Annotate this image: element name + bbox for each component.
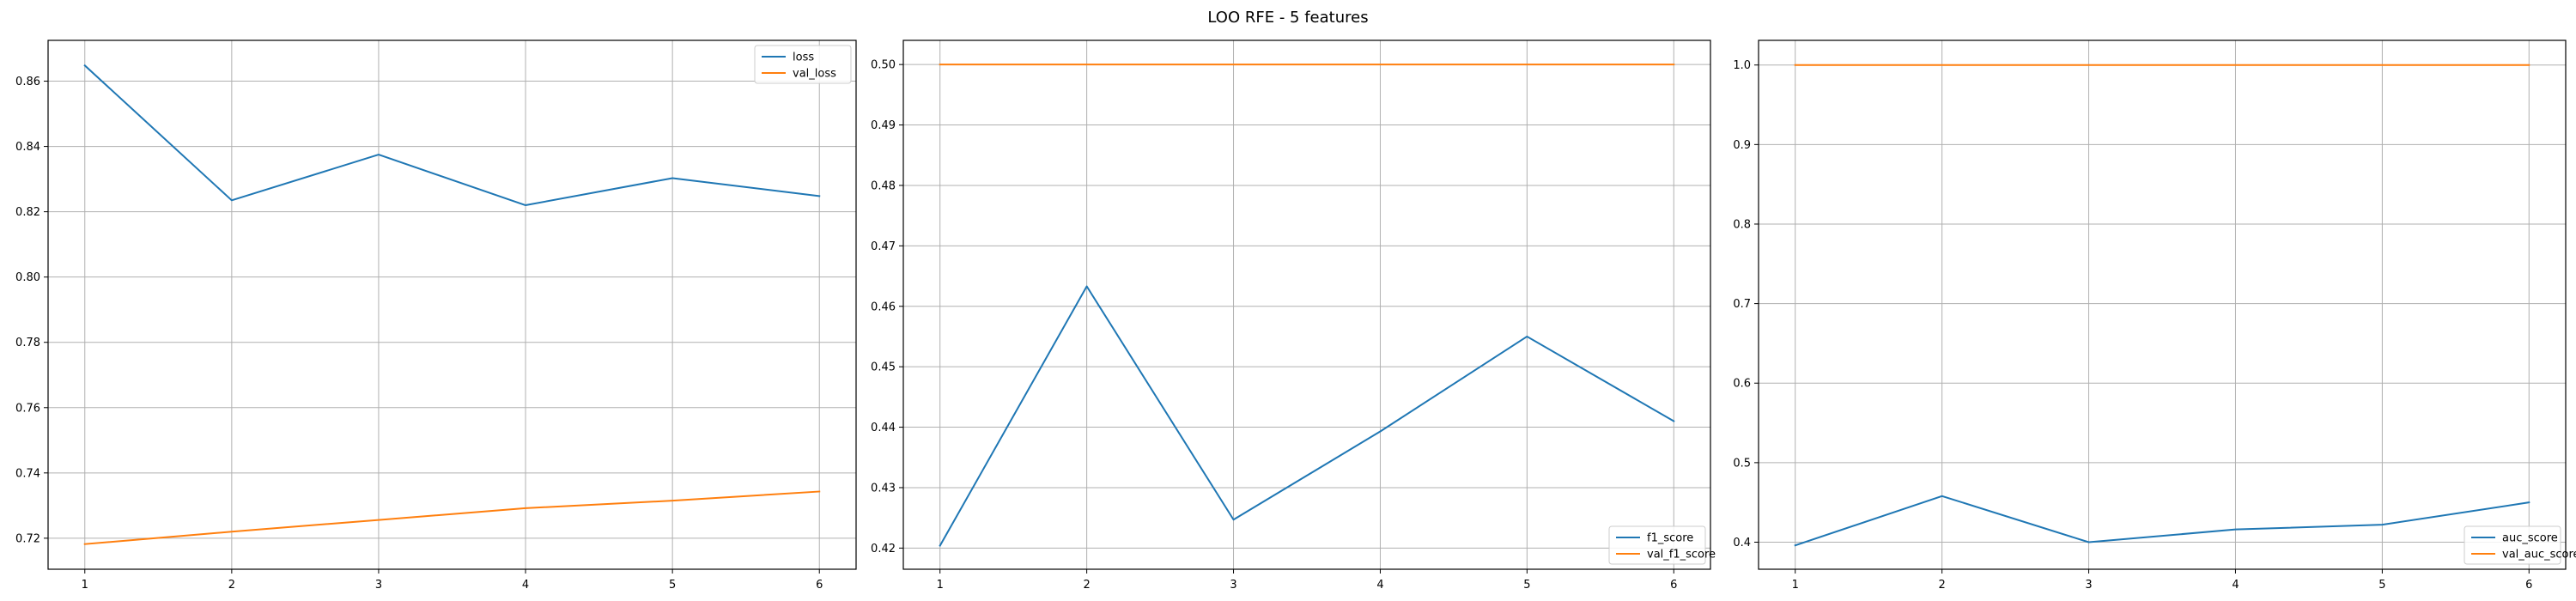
y-tick-label: 0.50 [871, 59, 896, 72]
series-line-auc-score [1794, 495, 2530, 547]
x-tick-label: 3 [2085, 579, 2092, 592]
ticks: 1 2 3 4 5 6 0.4 0.5 0.6 0.7 0.8 0.9 1.0 [1733, 59, 2532, 592]
y-tick-label: 0.48 [871, 179, 896, 192]
series-group [1794, 64, 2530, 547]
x-tick-label: 6 [1670, 579, 1677, 592]
y-tick-label: 0.7 [1733, 298, 1751, 311]
legend: auc_score val_auc_score [2464, 525, 2576, 565]
series-line-f1-score [939, 285, 1675, 547]
x-tick-label: 1 [1792, 579, 1799, 592]
y-tick-label: 0.74 [15, 467, 40, 480]
axes-frame [902, 39, 1711, 570]
legend-label: val_auc_score [2502, 549, 2576, 562]
x-tick-label: 2 [1938, 579, 1945, 592]
legend-label: val_loss [793, 68, 836, 81]
axes-frame [1758, 39, 2567, 570]
y-tick-label: 0.45 [871, 361, 896, 374]
x-tick-label: 4 [522, 579, 529, 592]
y-tick-label: 0.5 [1733, 457, 1751, 470]
legend-label: loss [793, 52, 814, 64]
legend-label: f1_score [1647, 532, 1693, 545]
y-tick-label: 0.46 [871, 300, 896, 313]
grid [48, 40, 856, 569]
series-group [939, 64, 1675, 547]
x-tick-label: 5 [2379, 579, 2385, 592]
grid [903, 40, 1710, 569]
x-tick-label: 3 [1230, 579, 1236, 592]
y-tick-label: 0.42 [871, 543, 896, 555]
x-tick-label: 1 [937, 579, 944, 592]
y-tick-label: 0.4 [1733, 537, 1751, 549]
x-tick-label: 6 [816, 579, 823, 592]
x-tick-label: 2 [228, 579, 235, 592]
x-tick-label: 1 [82, 579, 88, 592]
loss-chart-panel: 1 2 3 4 5 6 0.72 0.74 0.76 0.78 0.80 0.82 0.84 0.86 lo… [15, 39, 857, 592]
y-tick-label: 0.86 [15, 76, 40, 88]
y-tick-label: 0.6 [1733, 378, 1751, 391]
y-tick-label: 0.72 [15, 532, 40, 545]
legend-label: auc_score [2502, 532, 2558, 545]
series-group [83, 64, 821, 545]
x-tick-label: 4 [1376, 579, 1383, 592]
x-tick-label: 4 [2232, 579, 2239, 592]
x-tick-label: 2 [1083, 579, 1090, 592]
x-tick-label: 5 [1523, 579, 1530, 592]
y-tick-label: 0.76 [15, 402, 40, 415]
figure-title: LOO RFE - 5 features [1207, 9, 1369, 27]
x-tick-label: 3 [375, 579, 382, 592]
auc-score-chart-panel: 1 2 3 4 5 6 0.4 0.5 0.6 0.7 0.8 0.9 1.0 auc_score val_… [1733, 39, 2576, 592]
y-tick-label: 0.9 [1733, 139, 1751, 152]
legend: f1_score val_f1_score [1608, 525, 1716, 565]
series-line-val-loss [83, 490, 821, 545]
y-tick-label: 0.80 [15, 271, 40, 284]
y-tick-label: 0.82 [15, 206, 40, 219]
y-tick-label: 1.0 [1733, 59, 1751, 72]
y-tick-label: 0.47 [871, 240, 896, 253]
y-tick-label: 0.43 [871, 482, 896, 495]
y-tick-label: 0.78 [15, 337, 40, 349]
x-tick-label: 6 [2525, 579, 2532, 592]
y-tick-label: 0.44 [871, 422, 896, 434]
ticks: 1 2 3 4 5 6 0.42 0.43 0.44 0.45 0.46 0.47 0.48 0.49 0.… [871, 59, 1677, 592]
y-tick-label: 0.8 [1733, 218, 1751, 231]
grid [1759, 40, 2566, 569]
legend: loss val_loss [754, 45, 852, 84]
y-tick-label: 0.84 [15, 141, 40, 154]
y-tick-label: 0.49 [871, 119, 896, 132]
ticks: 1 2 3 4 5 6 0.72 0.74 0.76 0.78 0.80 0.82 0.84 0.86 [15, 76, 823, 592]
f1-score-chart-panel: 1 2 3 4 5 6 0.42 0.43 0.44 0.45 0.46 0.47 0.48 0.49 0.… [871, 39, 1716, 592]
x-tick-label: 5 [669, 579, 676, 592]
axes-frame [47, 39, 857, 570]
legend-label: val_f1_score [1647, 549, 1716, 562]
series-line-loss [83, 64, 821, 207]
